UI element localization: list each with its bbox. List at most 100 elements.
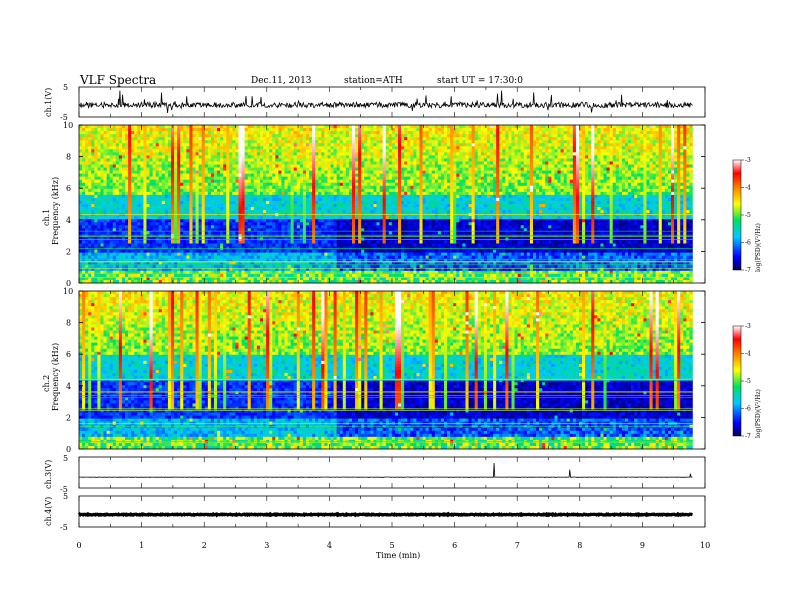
spectrogram-cell <box>299 179 304 184</box>
spectrogram-cell <box>358 197 362 202</box>
spectrogram-cell <box>118 204 123 208</box>
spectrogram-cell <box>91 200 95 205</box>
spectrogram-cell <box>125 240 129 244</box>
spectrogram-cell <box>358 134 362 138</box>
spectrogram-cell <box>164 185 169 190</box>
spectrogram-cell <box>263 200 267 205</box>
spectrogram-cell <box>189 191 193 196</box>
spectrogram-cell <box>235 231 239 235</box>
spectrogram-cell <box>143 137 147 141</box>
spectrogram-cell <box>149 131 153 135</box>
spectrogram-cell <box>312 146 316 150</box>
spectrogram-cell <box>284 270 288 275</box>
spectrogram-cell <box>324 207 328 211</box>
spectrogram-cell <box>321 264 325 269</box>
spectrogram-cell <box>333 158 337 162</box>
spectrogram-cell <box>189 137 193 141</box>
spectrogram-cell <box>333 137 337 141</box>
spectrogram-cell <box>272 207 276 211</box>
spectrogram-cell <box>195 152 199 156</box>
spectrogram-cell <box>143 276 147 281</box>
spectrogram-cell <box>91 179 95 184</box>
spectrogram-cell <box>241 197 245 202</box>
spectrogram-cell <box>370 128 374 132</box>
spectrogram-cell <box>103 155 107 159</box>
spectrogram-cell <box>333 207 337 211</box>
spectrogram-cell <box>128 225 132 229</box>
spectrogram-cell <box>79 128 83 132</box>
spectrogram-cell <box>358 276 362 281</box>
spectrogram-cell <box>223 249 227 253</box>
spectrogram-cell <box>321 167 325 171</box>
spectrogram-cell <box>137 182 141 187</box>
spectrogram-cell <box>207 276 212 281</box>
spectrogram-cell <box>210 176 215 180</box>
spectrogram-cell <box>100 264 104 269</box>
spectrogram-cell <box>167 273 172 278</box>
spectrogram-cell <box>232 146 236 150</box>
spectrogram-cell <box>152 200 156 205</box>
spectrogram-cell <box>207 161 212 165</box>
spectrogram-cell <box>198 152 202 156</box>
spectrogram-cell <box>100 228 104 232</box>
spectrogram-cell <box>278 225 282 229</box>
spectrogram-cell <box>281 194 285 199</box>
spectrogram-cell <box>278 137 282 141</box>
spectrogram-cell <box>125 228 129 232</box>
spectrogram-cell <box>134 194 138 199</box>
spectrogram-cell <box>112 176 117 180</box>
spectrogram-cell <box>367 258 371 263</box>
spectrogram-cell <box>345 234 350 238</box>
spectrogram-cell <box>244 182 249 187</box>
spectrogram-cell <box>364 149 368 153</box>
spectrogram-cell <box>333 216 337 220</box>
spectrogram-cell <box>128 137 132 141</box>
spectrogram-cell <box>161 176 166 180</box>
spectrogram-cell <box>321 188 325 193</box>
spectrogram-cell <box>272 128 276 132</box>
spectrogram-cell <box>91 167 95 171</box>
spectrogram-cell <box>158 131 163 135</box>
spectrogram-cell <box>207 255 212 259</box>
spectrogram-cell <box>339 243 344 247</box>
spectrogram-cell <box>229 258 233 263</box>
spectrogram-cell <box>220 255 224 259</box>
spectrogram-cell <box>302 140 307 144</box>
spectrogram-cell <box>305 258 310 263</box>
spectrogram-cell <box>109 152 114 156</box>
spectrogram-cell <box>82 264 86 269</box>
spectrogram-cell <box>152 188 156 193</box>
spectrogram-cell <box>137 191 141 196</box>
spectrogram-cell <box>348 188 353 193</box>
spectrogram-cell <box>115 249 120 253</box>
spectrogram-cell <box>198 134 202 138</box>
spectrogram-cell <box>109 261 114 266</box>
spectrogram-cell <box>226 210 230 214</box>
spectrogram-cell <box>161 261 166 266</box>
spectrogram-cell <box>223 155 227 159</box>
spectrogram-cell <box>106 179 110 184</box>
spectrogram-cell <box>229 194 233 199</box>
spectrogram-cell <box>204 176 209 180</box>
spectrogram-cell <box>100 185 104 190</box>
spectrogram-cell <box>312 261 316 266</box>
spectrogram-cell <box>250 207 255 211</box>
spectrogram-cell <box>364 267 368 272</box>
spectrogram-cell <box>106 216 110 220</box>
spectrogram-cell <box>263 164 267 168</box>
spectrogram-cell <box>293 228 298 232</box>
spectrogram-cell <box>91 225 95 229</box>
spectrogram-cell <box>361 240 365 244</box>
spectrogram-cell <box>174 276 178 281</box>
spectrogram-cell <box>171 216 175 220</box>
spectrogram-cell <box>312 128 316 132</box>
spectrogram-cell <box>121 128 126 132</box>
spectrogram-cell <box>302 176 307 180</box>
spectrogram-cell <box>345 194 350 199</box>
spectrogram-cell <box>180 125 184 129</box>
spectrogram-cell <box>201 128 206 132</box>
spectrogram-cell <box>137 204 141 208</box>
spectrogram-cell <box>305 161 310 165</box>
spectrogram-cell <box>94 170 98 174</box>
spectrogram-cell <box>269 222 273 226</box>
